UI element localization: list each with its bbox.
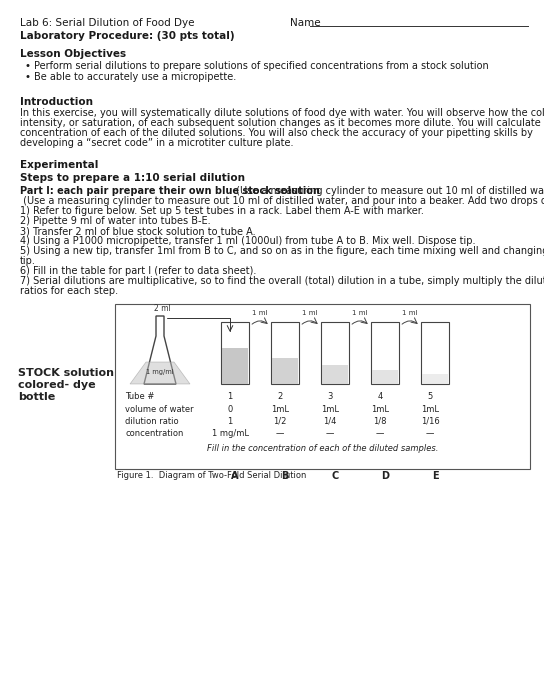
Text: Perform serial dilutions to prepare solutions of specified concentrations from a: Perform serial dilutions to prepare solu… [34, 61, 489, 71]
Text: 1 ml: 1 ml [302, 310, 318, 316]
Text: E: E [432, 471, 438, 481]
Bar [421, 322, 449, 384]
Text: •: • [24, 72, 30, 82]
Text: concentration of each of the diluted solutions. You will also check the accuracy: concentration of each of the diluted sol… [20, 128, 533, 138]
Bar [322, 365, 348, 384]
Bar [115, 304, 530, 469]
Text: Steps to prepare a 1:10 serial dilution: Steps to prepare a 1:10 serial dilution [20, 173, 245, 183]
Text: STOCK solution: STOCK solution [18, 368, 114, 378]
Text: —: — [326, 430, 334, 438]
Text: Introduction: Introduction [20, 97, 93, 107]
Bar [272, 358, 298, 384]
Text: 1mL: 1mL [421, 405, 439, 414]
Text: 1) Refer to figure below. Set up 5 test tubes in a rack. Label them A-E with mar: 1) Refer to figure below. Set up 5 test … [20, 206, 424, 216]
Text: 1/8: 1/8 [373, 417, 387, 426]
Text: 3: 3 [327, 392, 333, 401]
Text: tip.: tip. [20, 256, 36, 266]
Text: developing a “secret code” in a microtiter culture plate.: developing a “secret code” in a microtit… [20, 138, 294, 148]
Text: intensity, or saturation, of each subsequent solution changes as it becomes more: intensity, or saturation, of each subseq… [20, 118, 544, 128]
Bar [372, 370, 398, 384]
Text: In this exercise, you will systematically dilute solutions of food dye with wate: In this exercise, you will systematicall… [20, 108, 544, 118]
Text: (Use a measuring cylinder to measure out 10 ml of distilled water, and pour into: (Use a measuring cylinder to measure out… [20, 196, 544, 206]
Bar [271, 322, 299, 384]
Text: 1: 1 [227, 417, 233, 426]
Text: 3) Transfer 2 ml of blue stock solution to tube A.: 3) Transfer 2 ml of blue stock solution … [20, 226, 256, 236]
Polygon shape [130, 362, 190, 384]
Text: 1 ml: 1 ml [353, 310, 368, 316]
Text: 4: 4 [378, 392, 382, 401]
Text: 6) Fill in the table for part I (refer to data sheet).: 6) Fill in the table for part I (refer t… [20, 266, 256, 276]
Text: Part I: each pair prepare their own blue stock solution: Part I: each pair prepare their own blue… [20, 186, 320, 196]
Text: Fill in the concentration of each of the diluted samples.: Fill in the concentration of each of the… [207, 444, 438, 453]
Text: volume of water: volume of water [125, 405, 194, 414]
Text: 1/2: 1/2 [273, 417, 287, 426]
Text: C: C [331, 471, 338, 481]
Text: Laboratory Procedure: (30 pts total): Laboratory Procedure: (30 pts total) [20, 31, 234, 41]
Text: 2 ml: 2 ml [153, 304, 170, 313]
Text: dilution ratio: dilution ratio [125, 417, 178, 426]
Bar [321, 322, 349, 384]
Text: Experimental: Experimental [20, 160, 98, 170]
Text: A: A [231, 471, 239, 481]
Text: 1 mg/mL: 1 mg/mL [212, 430, 249, 438]
Text: Be able to accurately use a micropipette.: Be able to accurately use a micropipette… [34, 72, 236, 82]
Text: 7) Serial dilutions are multiplicative, so to find the overall (total) dilution : 7) Serial dilutions are multiplicative, … [20, 276, 544, 286]
Text: ratios for each step.: ratios for each step. [20, 286, 118, 296]
Text: D: D [381, 471, 389, 481]
Text: —: — [276, 430, 284, 438]
Text: bottle: bottle [18, 392, 55, 402]
Text: 5) Using a new tip, transfer 1ml from B to C, and so on as in the figure, each t: 5) Using a new tip, transfer 1ml from B … [20, 246, 544, 256]
Text: 0: 0 [227, 405, 233, 414]
Text: •: • [24, 61, 30, 71]
Text: 1 mg/ml: 1 mg/ml [146, 369, 174, 375]
Text: 1 ml: 1 ml [402, 310, 418, 316]
Text: Tube #: Tube # [125, 392, 154, 401]
Text: 1 ml: 1 ml [252, 310, 268, 316]
Text: —: — [376, 430, 384, 438]
Bar [221, 322, 249, 384]
Text: Lesson Objectives: Lesson Objectives [20, 49, 126, 59]
Text: concentration: concentration [125, 430, 183, 438]
Text: 1mL: 1mL [371, 405, 389, 414]
Text: Lab 6: Serial Dilution of Food Dye: Lab 6: Serial Dilution of Food Dye [20, 18, 195, 28]
Bar [422, 374, 448, 384]
Text: colored- dye: colored- dye [18, 380, 96, 391]
Text: Name: Name [290, 18, 320, 28]
Text: 4) Using a P1000 micropipette, transfer 1 ml (1000ul) from tube A to B. Mix well: 4) Using a P1000 micropipette, transfer … [20, 236, 475, 246]
Text: —: — [426, 430, 434, 438]
Text: 1: 1 [227, 392, 233, 401]
Text: B: B [281, 471, 289, 481]
Text: 2) Pipette 9 ml of water into tubes B-E.: 2) Pipette 9 ml of water into tubes B-E. [20, 216, 211, 226]
Bar [371, 322, 399, 384]
Text: 1/16: 1/16 [421, 417, 440, 426]
Text: 2: 2 [277, 392, 283, 401]
Text: (Use a measuring cylinder to measure out 10 ml of distilled water, and pour into: (Use a measuring cylinder to measure out… [233, 186, 544, 196]
Text: Figure 1.  Diagram of Two-Fold Serial Dilution: Figure 1. Diagram of Two-Fold Serial Dil… [117, 471, 306, 480]
Text: 1/4: 1/4 [323, 417, 337, 426]
Text: 1mL: 1mL [271, 405, 289, 414]
Bar [222, 348, 248, 384]
Text: 1mL: 1mL [321, 405, 339, 414]
Text: 5: 5 [428, 392, 432, 401]
